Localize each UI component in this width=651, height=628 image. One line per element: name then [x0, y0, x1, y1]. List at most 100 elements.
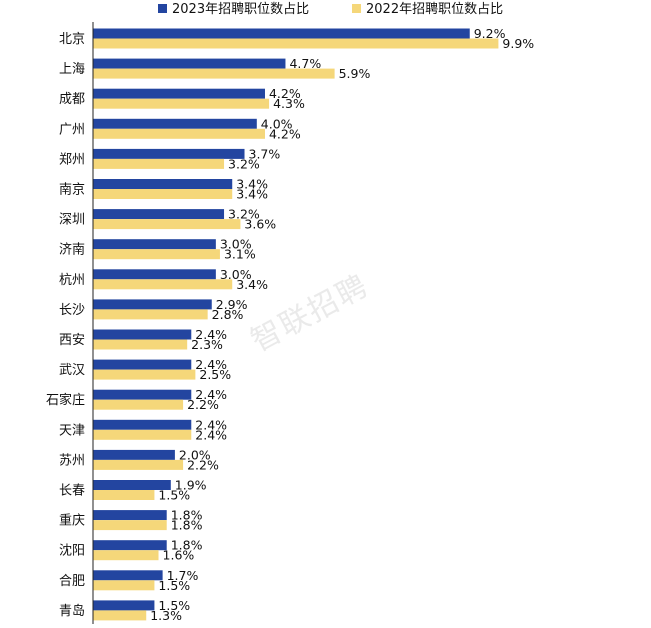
value-label-2022: 3.4%: [236, 277, 268, 292]
bar-2023-6: [93, 179, 233, 189]
value-label-2023: 3.0%: [220, 237, 252, 252]
value-label-2022: 2.5%: [199, 367, 231, 382]
category-label: 苏州: [59, 452, 85, 468]
legend: 2023年招聘职位数占比 2022年招聘职位数占比: [158, 2, 503, 17]
value-label-2023: 3.7%: [249, 146, 281, 161]
bar-2022-2: [93, 68, 335, 79]
bar-2022-5: [93, 158, 225, 169]
value-label-2023: 3.4%: [236, 177, 268, 192]
bar-2022-4: [93, 128, 265, 139]
bar-2023-5: [93, 148, 245, 159]
category-label: 武汉: [59, 363, 85, 378]
value-label-2023: 2.4%: [195, 387, 227, 402]
bar-2023-8: [93, 239, 216, 250]
bar-2022-13: [93, 399, 184, 410]
value-label-2023: 1.7%: [167, 568, 199, 583]
category-label: 天津: [59, 423, 85, 438]
category-label: 西安: [59, 333, 85, 348]
bar-2023-12: [93, 359, 192, 370]
legend-label-2: 2022年招聘职位数占比: [366, 2, 503, 17]
value-label-2023: 1.8%: [171, 508, 203, 523]
value-label-2023: 4.0%: [261, 116, 293, 131]
value-label-2023: 2.4%: [195, 417, 227, 432]
value-label-2023: 2.9%: [216, 297, 248, 312]
value-label-2022: 2.4%: [195, 427, 227, 442]
bar-2023-20: [93, 600, 155, 611]
bar-2022-7: [93, 219, 241, 230]
category-label: 沈阳: [59, 544, 85, 559]
bar-2023-3: [93, 88, 265, 99]
bar-2023-1: [93, 28, 470, 39]
bar-2023-10: [93, 299, 212, 310]
bar-2022-20: [93, 610, 147, 621]
bar-2022-11: [93, 339, 188, 350]
value-label-2023: 9.2%: [474, 26, 506, 41]
bar-2022-6: [93, 189, 233, 199]
value-label-2022: 3.1%: [224, 247, 256, 262]
bar-2023-15: [93, 449, 175, 460]
category-label: 重庆: [59, 513, 85, 529]
bar-2022-12: [93, 369, 196, 380]
category-label: 长沙: [59, 303, 85, 318]
value-label-2022: 5.9%: [339, 66, 371, 81]
bar-2022-19: [93, 580, 155, 591]
value-label-2023: 1.8%: [171, 538, 203, 553]
value-label-2023: 1.5%: [158, 598, 190, 613]
value-label-2022: 1.5%: [158, 488, 190, 503]
category-label: 南京: [59, 182, 85, 198]
bar-2022-17: [93, 520, 167, 531]
value-label-2023: 4.2%: [269, 86, 301, 101]
value-label-2022: 1.5%: [158, 578, 190, 593]
category-label: 合肥: [59, 574, 85, 589]
bar-2022-15: [93, 459, 184, 470]
value-label-2022: 9.9%: [502, 36, 534, 51]
legend-label-1: 2023年招聘职位数占比: [172, 2, 309, 17]
value-label-2023: 3.2%: [228, 207, 260, 222]
bar-2023-7: [93, 209, 225, 220]
bar-2022-18: [93, 550, 159, 561]
value-label-2023: 3.0%: [220, 267, 252, 282]
bar-2023-9: [93, 269, 216, 280]
bar-2022-16: [93, 490, 155, 500]
legend-swatch-2: [352, 4, 361, 13]
value-label-2023: 4.7%: [289, 56, 321, 71]
value-label-2022: 3.4%: [236, 187, 268, 202]
value-label-2023: 2.4%: [195, 327, 227, 342]
value-label-2022: 1.6%: [163, 548, 195, 563]
category-label: 郑州: [59, 152, 85, 167]
bar-2022-10: [93, 309, 208, 320]
category-label: 青岛: [59, 603, 85, 619]
bar-2023-18: [93, 540, 167, 551]
legend-swatch-1: [158, 4, 167, 13]
category-label: 石家庄: [46, 392, 85, 408]
value-label-2022: 4.2%: [269, 126, 301, 141]
category-label: 济南: [59, 242, 85, 258]
bar-2023-4: [93, 118, 257, 129]
bar-2023-17: [93, 510, 167, 521]
category-label: 广州: [59, 122, 85, 137]
category-label: 深圳: [59, 213, 85, 228]
category-label: 北京: [59, 32, 85, 47]
value-label-2023: 2.0%: [179, 447, 211, 462]
value-label-2022: 2.8%: [212, 307, 244, 322]
bar-2022-1: [93, 38, 499, 49]
category-label: 成都: [59, 92, 85, 107]
value-label-2022: 1.8%: [171, 518, 203, 533]
category-label: 杭州: [59, 273, 85, 288]
labels-group: 北京 9.2%9.9%上海 4.7%5.9%成都 4.2%4.3%广州 4.0%4.2%…: [46, 26, 534, 623]
value-label-2023: 2.4%: [195, 357, 227, 372]
value-label-2022: 2.2%: [187, 397, 219, 412]
bar-2022-9: [93, 279, 233, 290]
value-label-2022: 3.2%: [228, 156, 260, 171]
bar-2023-2: [93, 58, 286, 69]
bar-2023-14: [93, 419, 192, 430]
bar-2022-3: [93, 98, 270, 109]
bar-2023-11: [93, 329, 192, 340]
category-label: 上海: [59, 62, 85, 77]
bar-2023-16: [93, 480, 171, 490]
bar-2023-13: [93, 389, 192, 400]
category-label: 长春: [59, 484, 85, 499]
value-label-2023: 1.9%: [175, 478, 207, 493]
value-label-2022: 2.3%: [191, 337, 223, 352]
